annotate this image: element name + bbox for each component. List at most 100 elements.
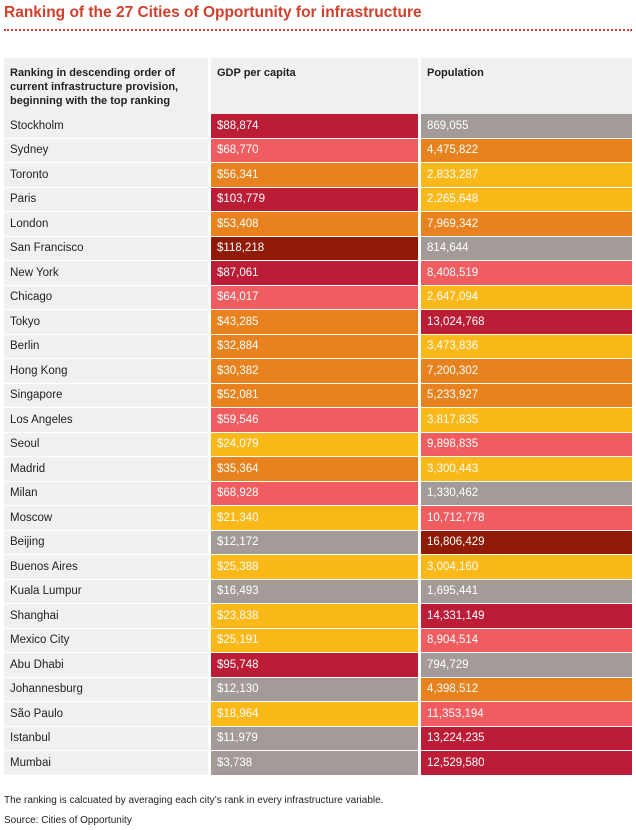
population-cell: 13,024,768 — [421, 310, 632, 335]
title-divider — [4, 29, 632, 31]
gdp-cell: $43,285 — [211, 310, 421, 335]
population-cell: 8,904,514 — [421, 628, 632, 653]
population-cell: 3,473,836 — [421, 334, 632, 359]
gdp-cell: $68,928 — [211, 481, 421, 506]
header-ranking: Ranking in descending order of current i… — [4, 58, 211, 114]
population-cell: 9,898,835 — [421, 432, 632, 457]
population-cell: 3,817,835 — [421, 408, 632, 433]
gdp-cell: $18,964 — [211, 702, 421, 727]
table-row: New York $87,061 8,408,519 — [4, 261, 632, 286]
gdp-cell: $21,340 — [211, 506, 421, 531]
table-row: San Francisco $118,218 814,644 — [4, 236, 632, 261]
population-cell: 7,969,342 — [421, 212, 632, 237]
population-cell: 11,353,194 — [421, 702, 632, 727]
gdp-cell: $87,061 — [211, 261, 421, 286]
city-cell: Abu Dhabi — [4, 653, 211, 678]
population-cell: 8,408,519 — [421, 261, 632, 286]
table-row: Singapore $52,081 5,233,927 — [4, 383, 632, 408]
city-cell: New York — [4, 261, 211, 286]
gdp-cell: $11,979 — [211, 726, 421, 751]
gdp-cell: $95,748 — [211, 653, 421, 678]
gdp-cell: $25,191 — [211, 628, 421, 653]
table-row: São Paulo $18,964 11,353,194 — [4, 702, 632, 727]
population-cell: 2,647,094 — [421, 285, 632, 310]
city-cell: Milan — [4, 481, 211, 506]
city-cell: Moscow — [4, 506, 211, 531]
gdp-cell: $118,218 — [211, 236, 421, 261]
gdp-cell: $56,341 — [211, 163, 421, 188]
table-row: Mumbai $3,738 12,529,580 — [4, 751, 632, 776]
table-row: Tokyo $43,285 13,024,768 — [4, 310, 632, 335]
city-cell: Paris — [4, 187, 211, 212]
gdp-cell: $32,884 — [211, 334, 421, 359]
gdp-cell: $12,172 — [211, 530, 421, 555]
city-cell: Kuala Lumpur — [4, 579, 211, 604]
gdp-cell: $30,382 — [211, 359, 421, 384]
city-cell: Johannesburg — [4, 677, 211, 702]
city-cell: Beijing — [4, 530, 211, 555]
footnote: The ranking is calcuated by averaging ea… — [4, 795, 384, 806]
city-cell: Sydney — [4, 138, 211, 163]
gdp-cell: $16,493 — [211, 579, 421, 604]
table-row: London $53,408 7,969,342 — [4, 212, 632, 237]
gdp-cell: $68,770 — [211, 138, 421, 163]
table-header-row: Ranking in descending order of current i… — [4, 58, 632, 114]
population-cell: 869,055 — [421, 114, 632, 139]
table-row: Moscow $21,340 10,712,778 — [4, 506, 632, 531]
header-population: Population — [421, 58, 632, 114]
table-row: Madrid $35,364 3,300,443 — [4, 457, 632, 482]
gdp-cell: $64,017 — [211, 285, 421, 310]
city-cell: Seoul — [4, 432, 211, 457]
gdp-cell: $25,388 — [211, 555, 421, 580]
population-cell: 3,300,443 — [421, 457, 632, 482]
population-cell: 4,475,822 — [421, 138, 632, 163]
population-cell: 4,398,512 — [421, 677, 632, 702]
table-row: Johannesburg $12,130 4,398,512 — [4, 677, 632, 702]
population-cell: 12,529,580 — [421, 751, 632, 776]
population-cell: 13,224,235 — [421, 726, 632, 751]
city-cell: Madrid — [4, 457, 211, 482]
gdp-cell: $103,779 — [211, 187, 421, 212]
city-cell: Los Angeles — [4, 408, 211, 433]
city-cell: São Paulo — [4, 702, 211, 727]
population-cell: 814,644 — [421, 236, 632, 261]
gdp-cell: $53,408 — [211, 212, 421, 237]
gdp-cell: $88,874 — [211, 114, 421, 139]
population-cell: 3,004,160 — [421, 555, 632, 580]
table-row: Chicago $64,017 2,647,094 — [4, 285, 632, 310]
gdp-cell: $52,081 — [211, 383, 421, 408]
ranking-table: Ranking in descending order of current i… — [4, 58, 632, 776]
table-row: Toronto $56,341 2,833,287 — [4, 163, 632, 188]
city-cell: Stockholm — [4, 114, 211, 139]
gdp-cell: $35,364 — [211, 457, 421, 482]
population-cell: 14,331,149 — [421, 604, 632, 629]
table-row: Kuala Lumpur $16,493 1,695,441 — [4, 579, 632, 604]
gdp-cell: $24,079 — [211, 432, 421, 457]
city-cell: Chicago — [4, 285, 211, 310]
city-cell: Hong Kong — [4, 359, 211, 384]
source-note: Source: Cities of Opportunity — [4, 815, 132, 826]
city-cell: Mexico City — [4, 628, 211, 653]
city-cell: Tokyo — [4, 310, 211, 335]
table-row: Los Angeles $59,546 3,817,835 — [4, 408, 632, 433]
gdp-cell: $3,738 — [211, 751, 421, 776]
city-cell: Istanbul — [4, 726, 211, 751]
table-row: Seoul $24,079 9,898,835 — [4, 432, 632, 457]
city-cell: Mumbai — [4, 751, 211, 776]
city-cell: Shanghai — [4, 604, 211, 629]
city-cell: Toronto — [4, 163, 211, 188]
population-cell: 2,833,287 — [421, 163, 632, 188]
header-gdp: GDP per capita — [211, 58, 421, 114]
table-row: Paris $103,779 2,265,648 — [4, 187, 632, 212]
population-cell: 2,265,648 — [421, 187, 632, 212]
population-cell: 5,233,927 — [421, 383, 632, 408]
gdp-cell: $12,130 — [211, 677, 421, 702]
table-row: Istanbul $11,979 13,224,235 — [4, 726, 632, 751]
city-cell: Buenos Aires — [4, 555, 211, 580]
table-row: Sydney $68,770 4,475,822 — [4, 138, 632, 163]
table-row: Berlin $32,884 3,473,836 — [4, 334, 632, 359]
table-row: Mexico City $25,191 8,904,514 — [4, 628, 632, 653]
population-cell: 1,695,441 — [421, 579, 632, 604]
table-body: Stockholm $88,874 869,055 Sydney $68,770 4,47… — [4, 114, 632, 776]
population-cell: 794,729 — [421, 653, 632, 678]
